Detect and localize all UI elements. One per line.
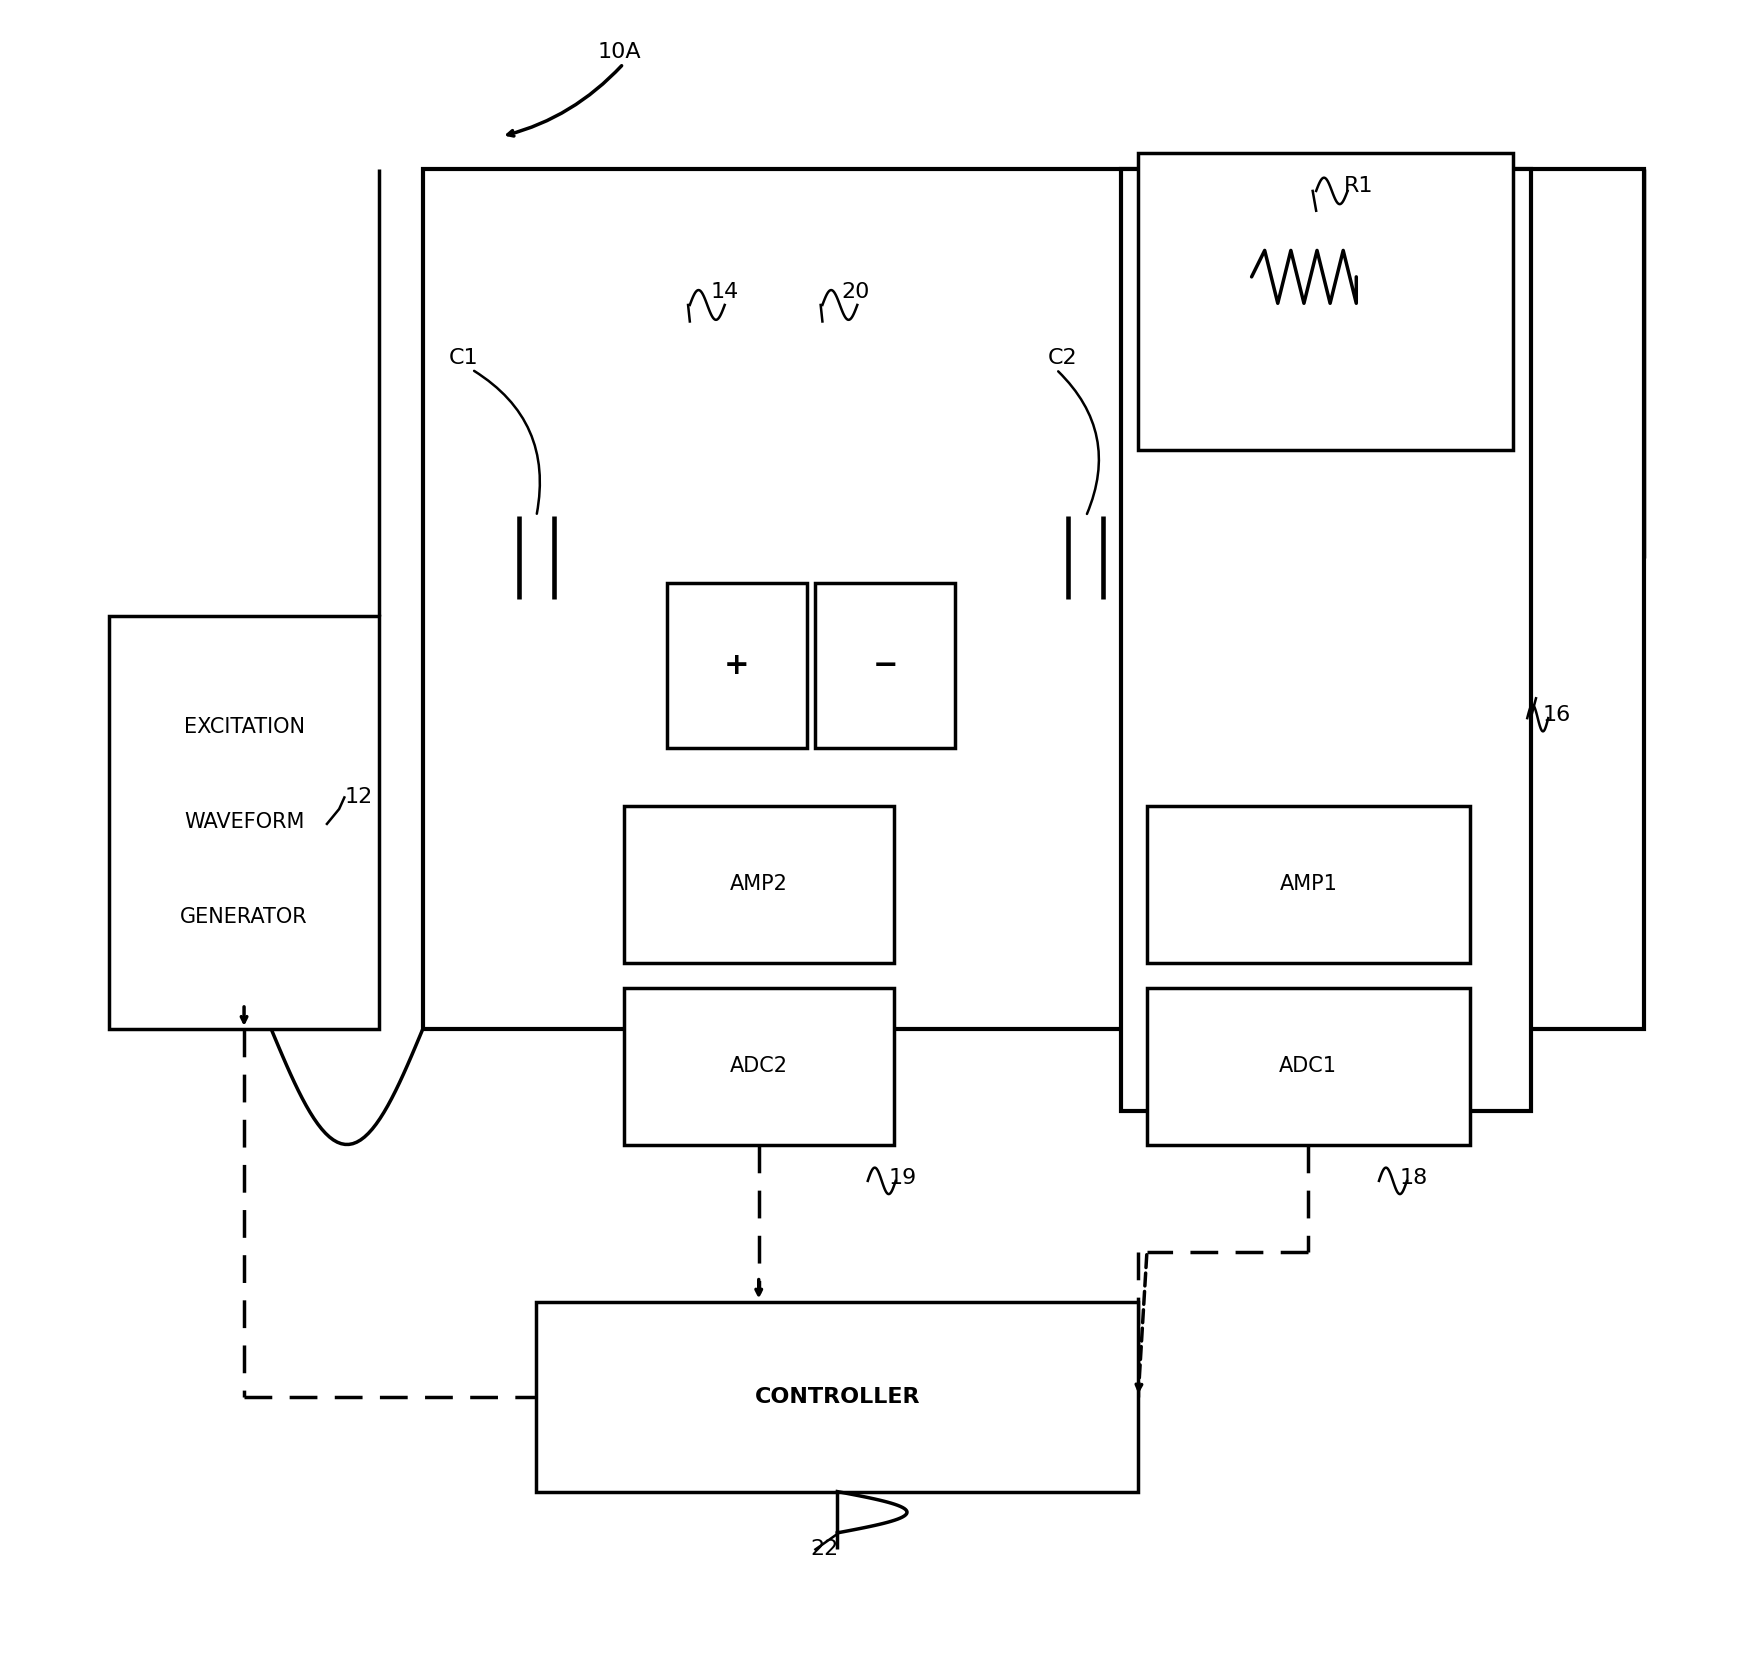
Text: R1: R1	[1345, 176, 1374, 196]
FancyBboxPatch shape	[815, 583, 955, 747]
Text: 22: 22	[810, 1540, 838, 1560]
Text: ADC1: ADC1	[1280, 1056, 1338, 1076]
Text: 12: 12	[344, 787, 373, 807]
FancyBboxPatch shape	[1146, 988, 1469, 1144]
Text: AMP1: AMP1	[1280, 874, 1338, 894]
FancyBboxPatch shape	[109, 616, 379, 1028]
FancyBboxPatch shape	[536, 1302, 1138, 1492]
Text: 16: 16	[1543, 704, 1571, 724]
FancyBboxPatch shape	[1120, 169, 1530, 1111]
Text: 19: 19	[889, 1168, 917, 1188]
Text: 18: 18	[1401, 1168, 1429, 1188]
Text: CONTROLLER: CONTROLLER	[754, 1387, 920, 1407]
Text: AMP2: AMP2	[729, 874, 787, 894]
Text: EXCITATION: EXCITATION	[184, 718, 305, 737]
Text: +: +	[724, 651, 750, 679]
FancyBboxPatch shape	[668, 583, 806, 747]
Text: 10A: 10A	[598, 42, 642, 61]
FancyBboxPatch shape	[624, 988, 894, 1144]
Text: C1: C1	[449, 347, 479, 367]
Text: WAVEFORM: WAVEFORM	[184, 812, 305, 832]
Text: 14: 14	[710, 282, 740, 302]
FancyBboxPatch shape	[1146, 806, 1469, 963]
FancyBboxPatch shape	[422, 169, 1644, 1028]
Text: GENERATOR: GENERATOR	[181, 907, 309, 927]
Text: C2: C2	[1048, 347, 1076, 367]
Text: 20: 20	[841, 282, 869, 302]
Text: ADC2: ADC2	[729, 1056, 787, 1076]
Text: −: −	[873, 651, 898, 679]
FancyBboxPatch shape	[624, 806, 894, 963]
FancyBboxPatch shape	[1138, 153, 1513, 450]
